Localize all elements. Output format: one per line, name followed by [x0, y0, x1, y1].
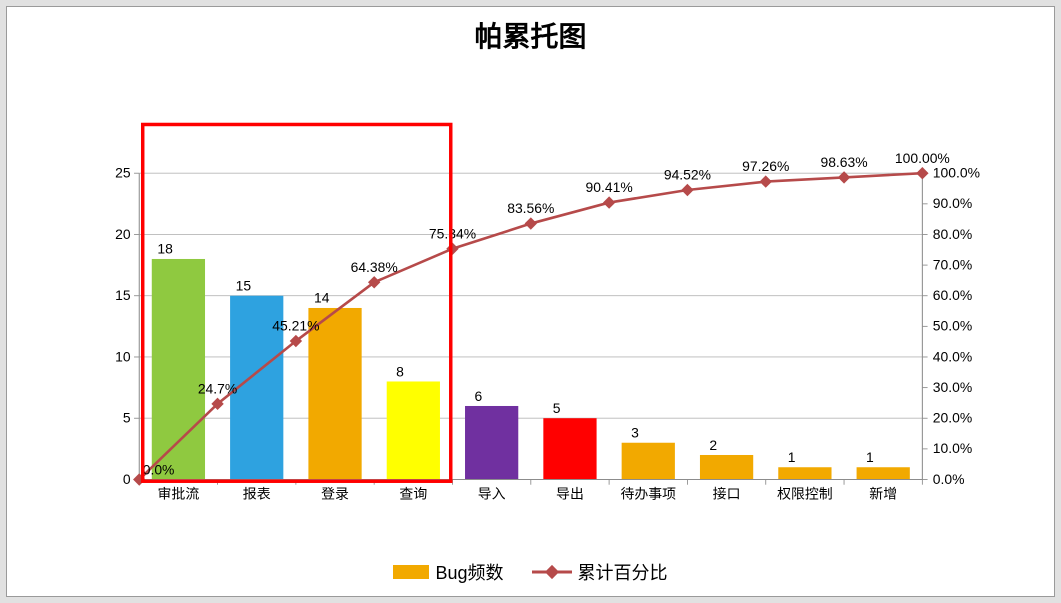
bar — [700, 455, 753, 480]
bar — [465, 406, 518, 480]
x-category-label: 导出 — [556, 486, 584, 502]
line-marker — [604, 197, 615, 208]
line-value-label: 94.52% — [664, 167, 711, 183]
y-right-tick-label: 80.0% — [933, 226, 972, 242]
y-right-tick-label: 50.0% — [933, 318, 972, 334]
y-right-tick-label: 20.0% — [933, 410, 972, 426]
line-value-label: 98.63% — [820, 154, 867, 170]
line-value-label: 45.21% — [272, 318, 319, 334]
bar-value-label: 18 — [157, 241, 173, 257]
line-value-label: 75.34% — [429, 225, 476, 241]
bar-value-label: 5 — [553, 400, 561, 416]
legend-bar-swatch — [393, 565, 429, 579]
legend-label: 累计百分比 — [578, 559, 668, 585]
bar-value-label: 6 — [474, 388, 482, 404]
y-right-tick-label: 90.0% — [933, 195, 972, 211]
y-right-tick-label: 0.0% — [933, 471, 965, 487]
y-right-tick-label: 40.0% — [933, 348, 972, 364]
bar — [308, 308, 361, 480]
x-category-label: 权限控制 — [777, 486, 833, 502]
chart-title: 帕累托图 — [7, 15, 1054, 55]
y-right-tick-label: 30.0% — [933, 379, 972, 395]
line-value-label: 83.56% — [507, 200, 554, 216]
bar-value-label: 1 — [866, 449, 874, 465]
x-category-label: 查询 — [399, 486, 427, 502]
line-value-label: 64.38% — [351, 259, 398, 275]
line-marker — [525, 218, 536, 229]
x-category-label: 接口 — [713, 486, 741, 502]
outer-wrap: 帕累托图 05101520250.0%10.0%20.0%30.0%40.0%5… — [0, 0, 1061, 603]
bar — [622, 443, 675, 480]
bar — [387, 381, 440, 479]
line-value-label: 97.26% — [742, 158, 789, 174]
bar — [152, 259, 205, 480]
line-marker — [760, 176, 771, 187]
line-value-label: 24.7% — [198, 380, 237, 396]
y-right-tick-label: 70.0% — [933, 256, 972, 272]
y-right-tick-label: 100.0% — [933, 165, 980, 181]
legend-label: Bug频数 — [435, 559, 503, 585]
line-marker — [917, 168, 928, 179]
line-marker — [682, 184, 693, 195]
chart-frame: 帕累托图 05101520250.0%10.0%20.0%30.0%40.0%5… — [6, 6, 1055, 597]
bar — [857, 467, 910, 479]
legend-item: Bug频数 — [393, 559, 503, 585]
x-category-label: 导入 — [478, 486, 506, 502]
y-right-tick-label: 60.0% — [933, 287, 972, 303]
pareto-chart: 05101520250.0%10.0%20.0%30.0%40.0%50.0%6… — [73, 121, 1053, 523]
line-value-label: 90.41% — [586, 179, 633, 195]
legend-line-swatch — [532, 565, 572, 579]
y-left-tick-label: 5 — [123, 410, 131, 426]
x-category-label: 报表 — [243, 486, 271, 502]
y-left-tick-label: 15 — [115, 287, 131, 303]
y-left-tick-label: 20 — [115, 226, 131, 242]
bar-value-label: 14 — [314, 290, 330, 306]
bar-value-label: 15 — [236, 278, 252, 294]
legend: Bug频数 累计百分比 — [7, 559, 1054, 585]
x-category-label: 待办事项 — [620, 486, 676, 502]
x-category-label: 新增 — [869, 486, 897, 502]
y-left-tick-label: 10 — [115, 348, 131, 364]
y-left-tick-label: 0 — [123, 471, 131, 487]
y-right-tick-label: 10.0% — [933, 440, 972, 456]
bar-value-label: 1 — [788, 449, 796, 465]
bar — [778, 467, 831, 479]
bar-value-label: 3 — [631, 425, 639, 441]
x-category-label: 登录 — [321, 486, 349, 502]
line-value-label: 100.00% — [895, 150, 950, 166]
x-category-label: 审批流 — [158, 486, 200, 502]
bar-value-label: 2 — [709, 437, 717, 453]
line-value-label: 0.0% — [143, 461, 175, 477]
legend-item: 累计百分比 — [532, 559, 668, 585]
y-left-tick-label: 25 — [115, 165, 131, 181]
bar — [543, 418, 596, 479]
bar-value-label: 8 — [396, 363, 404, 379]
